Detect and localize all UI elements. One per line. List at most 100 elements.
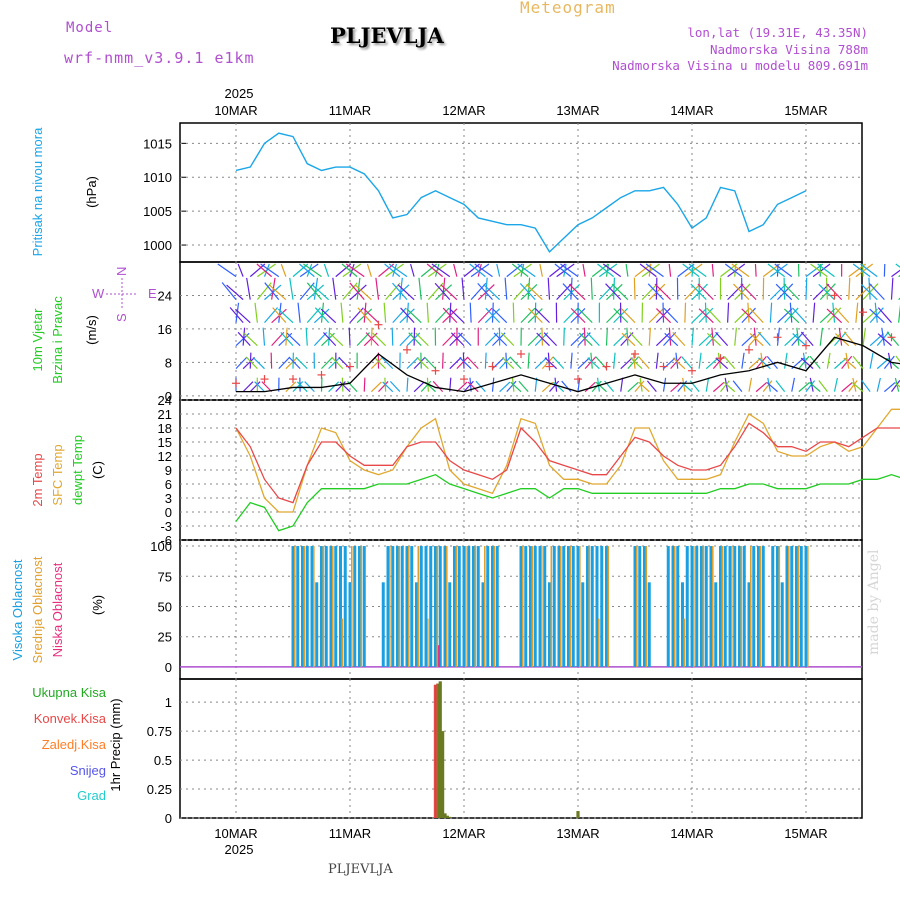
total-precip-bar <box>433 684 438 818</box>
wind-arrow <box>477 282 493 301</box>
wind-arrow <box>861 380 871 392</box>
date-label-top: 10MAR <box>214 103 257 118</box>
wind-arrow <box>634 380 645 393</box>
total-precip-bar <box>576 811 580 818</box>
high-cloud-bar <box>723 546 727 667</box>
wind-arrow <box>449 308 465 324</box>
wind-arrow <box>375 277 380 300</box>
page-title: PLJEVLJA <box>330 23 444 48</box>
wind-arrow <box>492 308 508 324</box>
wind-arrow <box>493 332 508 347</box>
cloud-tick-label: 100 <box>150 539 172 554</box>
wind-arrow <box>463 380 474 393</box>
wind-arrow <box>528 307 543 324</box>
wind-arrow <box>748 377 753 392</box>
date-label-bottom: 14MAR <box>670 826 713 841</box>
wind-arrow <box>670 356 682 370</box>
wind-arrow <box>819 283 836 301</box>
date-label-top: 12MAR <box>442 103 485 118</box>
wind-arrow <box>620 377 624 392</box>
wind-arrow <box>440 284 458 301</box>
mid-cloud-bar <box>778 546 781 667</box>
wind-arrow <box>753 327 757 346</box>
mid-cloud-bar <box>446 546 448 667</box>
high-cloud-bar <box>761 546 765 667</box>
wind-arrow <box>606 308 622 324</box>
wind-arrow <box>491 377 495 392</box>
wind-arrow <box>449 357 462 370</box>
temp-tick-label: 15 <box>158 435 172 450</box>
model-label: Model <box>66 20 114 36</box>
dewpoint-line <box>235 473 900 532</box>
wind-arrow <box>838 327 843 346</box>
temp-tick-label: 6 <box>165 477 172 492</box>
wind-arrow <box>249 263 266 278</box>
high-cloud-bar <box>491 546 494 667</box>
wind-arrow <box>775 380 786 393</box>
wind-arrow <box>292 263 309 278</box>
high-cloud-bar <box>666 546 670 667</box>
wind-arrow <box>229 307 244 324</box>
mid-cloud-bar <box>560 546 562 667</box>
wind-arrow <box>648 308 664 324</box>
wind-arrow <box>734 327 737 346</box>
wind-arrow <box>706 332 721 347</box>
wind-arrow <box>895 263 900 268</box>
wind-arrow <box>363 377 366 392</box>
wind-arrow <box>684 283 701 301</box>
wind-arrow <box>235 302 240 323</box>
mid-cloud-bar <box>721 546 724 667</box>
wind-arrow <box>242 327 246 346</box>
wind-arrow <box>860 283 878 301</box>
wind-arrow <box>577 357 591 370</box>
wind-arrow <box>599 263 618 278</box>
wind-arrow <box>261 381 273 393</box>
wind-arrow <box>527 352 530 369</box>
wind-arrow <box>810 263 828 278</box>
year-label-bottom: 2025 <box>225 842 254 857</box>
wind-arrow <box>384 263 401 278</box>
mid-cloud-bar <box>303 546 306 667</box>
conv-precip-bar <box>436 683 438 818</box>
wind-arrow <box>762 380 773 393</box>
wind-arrow <box>869 308 885 324</box>
wind-arrow <box>586 332 600 347</box>
mid-cloud-bar <box>683 618 686 667</box>
wind-arrow <box>668 263 672 277</box>
wind-arrow <box>570 277 573 300</box>
wind-arrow <box>242 357 256 370</box>
wind-arrow <box>306 263 313 277</box>
wind-arrow <box>834 357 847 370</box>
high-cloud-bar <box>296 546 300 667</box>
date-label-top: 11MAR <box>329 103 371 118</box>
high-cloud-bar <box>381 582 385 667</box>
pressure-tick-label: 1010 <box>143 170 172 185</box>
wind-arrow <box>461 277 465 300</box>
wind-arrow <box>299 263 315 278</box>
altitude-label: Nadmorska Visina 788m <box>709 42 868 57</box>
wind-arrow <box>627 381 639 393</box>
wind-arrow <box>286 332 301 347</box>
high-cloud-bar <box>690 546 694 667</box>
temp-tick-label: 0 <box>165 505 172 520</box>
high-cloud-bar <box>671 546 675 667</box>
wind-arrow <box>883 382 896 393</box>
wind-arrow <box>691 308 707 324</box>
wind-arrow <box>691 263 694 277</box>
wind-arrow <box>536 332 550 347</box>
high-cloud-bar <box>804 546 808 667</box>
wind-arrow <box>563 263 567 277</box>
wind-arrow <box>563 307 579 324</box>
wind-arrow <box>613 308 629 324</box>
wind-arrow <box>272 307 287 324</box>
wind-arrow <box>691 327 694 346</box>
pressure-axis-title: Pritisak na nivou mora <box>30 127 45 256</box>
wind-arrow <box>277 308 294 324</box>
mid-cloud-bar <box>360 546 363 667</box>
wind-arrow <box>605 263 610 277</box>
wind-arrow <box>731 263 750 278</box>
high-cloud-bar <box>757 546 760 667</box>
wind-arrow <box>664 332 679 347</box>
temp-tick-label: -3 <box>160 519 172 534</box>
wind-arrow <box>372 332 387 347</box>
